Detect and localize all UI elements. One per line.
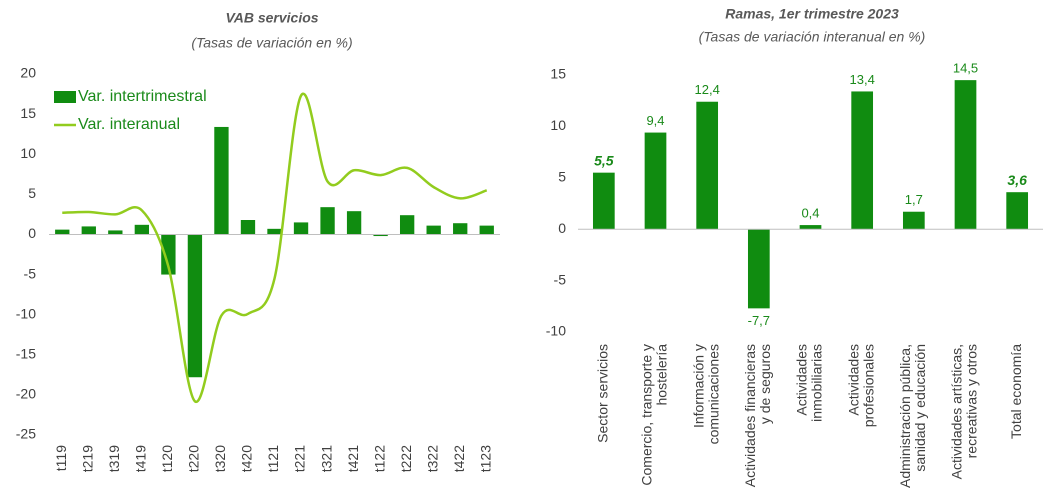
- y-tick-label: 10: [20, 145, 36, 161]
- bar: [161, 234, 176, 275]
- y-tick-label: 0: [28, 225, 36, 241]
- x-tick-label: t322: [424, 445, 440, 472]
- value-label: 3,6: [1007, 172, 1027, 188]
- bar: [187, 234, 203, 378]
- x-tick-label: t419: [133, 445, 149, 472]
- bar: [479, 225, 494, 235]
- x-tick-label: t219: [79, 445, 95, 472]
- bar: [81, 226, 96, 235]
- bar: [267, 228, 282, 235]
- legend-swatch: [54, 91, 76, 103]
- bar: [108, 230, 123, 235]
- y-tick-label: -10: [546, 323, 566, 339]
- bar: [240, 220, 256, 235]
- y-tick-label: 0: [558, 220, 566, 236]
- y-tick-label: 20: [20, 65, 36, 81]
- x-tick-label: t421: [345, 445, 361, 472]
- x-tick-label: Actividades: [845, 344, 861, 416]
- legend-label: Var. intertrimestral: [78, 88, 207, 105]
- bar: [426, 225, 441, 235]
- x-tick-label: Actividades financieras: [742, 344, 758, 487]
- x-tick-label: t222: [398, 445, 414, 472]
- x-tick-label: Actividades artísticas,: [949, 344, 965, 479]
- x-tick-label: t122: [371, 445, 387, 472]
- y-tick-label: -15: [16, 345, 36, 361]
- x-tick-label: sanidad y educación: [912, 344, 928, 472]
- y-tick-label: 5: [558, 169, 566, 185]
- bar: [954, 80, 977, 230]
- x-tick-label: recreativas y otros: [964, 344, 980, 458]
- x-tick-label: Información y: [690, 344, 706, 428]
- value-label: 0,4: [801, 206, 819, 221]
- x-tick-label: Sector servicios: [595, 344, 611, 443]
- value-label: 13,4: [850, 72, 875, 87]
- bar: [644, 132, 667, 230]
- value-label: -7,7: [748, 313, 770, 328]
- x-tick-label: t119: [53, 445, 69, 471]
- bar: [55, 229, 70, 235]
- value-label: 1,7: [905, 192, 923, 207]
- chart-subtitle: (Tasas de variación interanual en %): [699, 29, 926, 45]
- x-tick-label: y de seguros: [757, 344, 773, 424]
- y-tick-label: -5: [554, 271, 567, 287]
- bar: [399, 215, 415, 235]
- x-tick-label: t420: [239, 445, 255, 472]
- y-tick-label: -10: [16, 305, 36, 321]
- x-tick-label: profesionales: [860, 344, 876, 427]
- chart-title: VAB servicios: [225, 10, 318, 26]
- x-tick-label: Actividades: [794, 344, 810, 416]
- y-tick-label: -5: [24, 265, 37, 281]
- value-label: 14,5: [953, 61, 978, 76]
- value-label: 12,4: [695, 82, 720, 97]
- x-tick-label: t221: [292, 445, 308, 472]
- value-label: 9,4: [646, 113, 664, 128]
- x-tick-label: Total economía: [1008, 344, 1024, 439]
- x-tick-label: inmobiliarias: [809, 344, 825, 422]
- bar: [134, 224, 150, 235]
- x-tick-label: comunicaciones: [705, 344, 721, 444]
- x-tick-label: Comercio, transporte y: [639, 344, 655, 486]
- bar: [902, 211, 925, 230]
- bar: [214, 126, 229, 235]
- x-tick-label: t220: [186, 445, 202, 472]
- x-tick-label: t319: [106, 445, 122, 472]
- y-tick-label: -20: [16, 386, 36, 402]
- bar: [592, 172, 615, 230]
- bar: [696, 101, 719, 230]
- bar: [747, 229, 770, 309]
- chart-subtitle: (Tasas de variación en %): [191, 35, 352, 51]
- x-tick-label: Administración pública,: [897, 344, 913, 488]
- line: [62, 92, 488, 403]
- bar: [293, 222, 309, 235]
- chart-title: Ramas, 1er trimestre 2023: [725, 6, 899, 22]
- x-tick-label: hostelería: [654, 344, 670, 406]
- y-tick-label: 5: [28, 185, 36, 201]
- x-tick-label: t321: [318, 445, 334, 472]
- bar: [1006, 192, 1029, 230]
- x-tick-label: t320: [212, 445, 228, 472]
- y-tick-label: -25: [16, 426, 36, 442]
- y-tick-label: 15: [550, 66, 566, 82]
- bar: [346, 211, 362, 235]
- bar: [799, 225, 822, 230]
- x-tick-label: t422: [451, 445, 467, 472]
- x-tick-label: t123: [477, 445, 493, 472]
- bar: [851, 91, 874, 230]
- legend-label: Var. interanual: [78, 116, 180, 133]
- x-tick-label: t120: [159, 445, 175, 472]
- bar: [320, 207, 335, 235]
- x-tick-label: t121: [265, 445, 281, 472]
- y-tick-label: 15: [20, 105, 36, 121]
- bar: [453, 223, 468, 235]
- y-tick-label: 10: [550, 117, 566, 133]
- value-label: 5,5: [594, 152, 614, 168]
- bar: [373, 234, 388, 237]
